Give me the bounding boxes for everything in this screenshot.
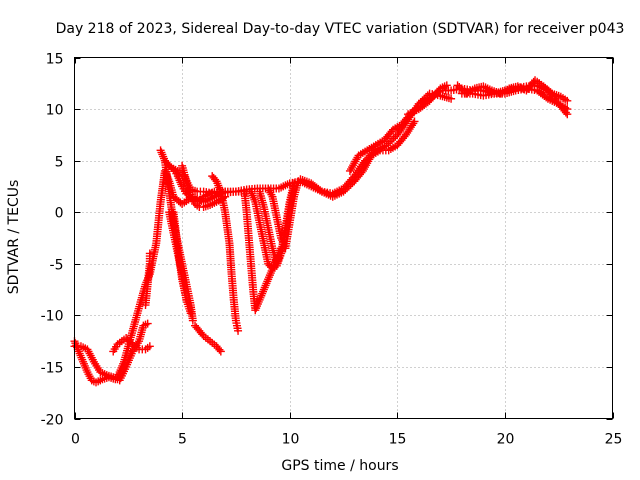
data-point	[143, 319, 152, 328]
y-tick-label: -15	[41, 361, 64, 377]
series-trace-d	[141, 249, 154, 310]
data-points	[70, 76, 572, 387]
data-point	[389, 134, 398, 143]
data-point	[416, 98, 425, 107]
x-tick-label: 20	[497, 432, 515, 448]
y-tick-label: -5	[50, 258, 64, 274]
y-tick-label: 15	[46, 52, 64, 68]
data-point	[188, 316, 197, 325]
series-trace-j	[160, 156, 251, 198]
data-point	[215, 345, 224, 354]
data-point	[216, 347, 225, 356]
data-point	[344, 182, 353, 191]
series-trace-k	[178, 161, 230, 212]
y-tick-label: 0	[55, 206, 64, 222]
y-tick-label: -10	[41, 309, 64, 325]
data-point	[145, 249, 154, 258]
series-trace-c	[109, 334, 154, 356]
data-point	[421, 93, 430, 102]
series-main	[70, 81, 572, 387]
series-trace-g	[165, 208, 191, 304]
x-tick-label: 15	[389, 432, 407, 448]
data-point	[410, 117, 419, 126]
chart-title: Day 218 of 2023, Sidereal Day-to-day VTE…	[56, 21, 625, 37]
series-trace-l	[208, 172, 243, 335]
data-point	[182, 295, 191, 304]
data-point	[409, 119, 418, 128]
data-point	[561, 108, 570, 117]
x-tick-label: 0	[71, 432, 80, 448]
data-point	[198, 330, 207, 339]
data-point	[382, 141, 391, 150]
data-point	[346, 180, 355, 189]
x-axis-label: GPS time / hours	[281, 458, 398, 474]
series-trace-s	[350, 117, 419, 186]
data-point	[447, 94, 456, 103]
plot-frame	[74, 57, 613, 419]
data-point	[339, 187, 348, 196]
x-tick-label: 25	[605, 432, 623, 448]
series-trace-m	[240, 187, 290, 315]
data-point	[386, 137, 395, 146]
y-tick-label: -20	[41, 413, 64, 429]
data-point	[414, 99, 423, 108]
data-point	[145, 342, 154, 351]
x-tick-label: 10	[282, 432, 300, 448]
y-axis-ticks: -20 -15 -10 -5 0 5 10 15	[41, 52, 613, 429]
data-point	[387, 136, 396, 145]
data-point	[234, 326, 243, 335]
data-point	[563, 105, 572, 114]
x-tick-label: 5	[178, 432, 187, 448]
y-tick-label: 5	[55, 155, 64, 171]
y-axis-label: SDTVAR / TECUs	[6, 180, 22, 295]
data-point	[341, 185, 350, 194]
series-trace-w	[457, 84, 572, 114]
data-point	[384, 139, 393, 148]
data-point	[418, 96, 427, 105]
series-trace-p	[264, 177, 303, 253]
data-point	[442, 81, 451, 90]
series-trace-h	[191, 321, 225, 356]
data-point	[420, 94, 429, 103]
series-trace-t	[404, 81, 451, 119]
data-point	[423, 91, 432, 100]
data-point	[186, 309, 195, 318]
data-point	[343, 184, 352, 193]
data-point	[563, 96, 572, 105]
x-axis-ticks: 0 5 10 15 20 25	[71, 57, 623, 448]
grid	[74, 57, 613, 419]
series-trace-r	[345, 110, 415, 175]
y-tick-label: 10	[46, 103, 64, 119]
series-trace-u	[414, 89, 456, 108]
